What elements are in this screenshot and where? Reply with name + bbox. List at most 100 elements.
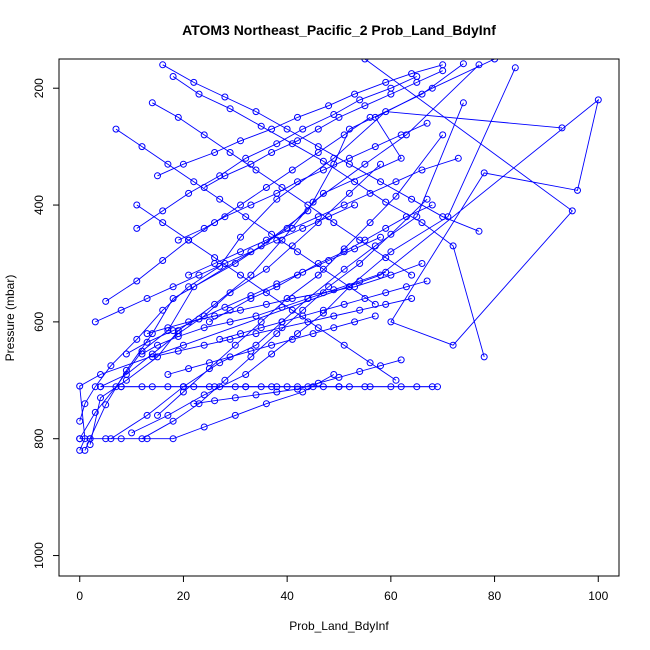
series-27 (190, 356, 405, 408)
series-line (219, 280, 428, 340)
data-point (382, 78, 390, 86)
data-point (366, 383, 374, 391)
data-point (169, 73, 177, 80)
x-tick-label: 80 (488, 589, 502, 603)
data-point (221, 260, 229, 267)
data-point (340, 300, 348, 308)
data-point (226, 306, 234, 314)
data-point (226, 353, 234, 361)
data-point (382, 108, 390, 116)
data-point (392, 192, 400, 200)
data-point (200, 341, 208, 349)
data-point (428, 201, 436, 209)
data-point (190, 178, 198, 186)
data-point (237, 306, 244, 314)
data-point (179, 160, 187, 168)
series-line (167, 315, 376, 375)
data-point (169, 417, 177, 425)
data-point (330, 111, 338, 118)
data-point (179, 341, 187, 349)
data-point (288, 140, 296, 148)
x-axis-label: Prob_Land_BdyInf (289, 619, 389, 633)
data-point (288, 224, 296, 232)
data-point (216, 262, 224, 270)
data-point (288, 335, 296, 343)
data-point (397, 383, 405, 391)
data-point (345, 189, 353, 197)
x-tick-label: 0 (76, 589, 83, 603)
data-point (382, 289, 390, 297)
data-point (418, 166, 426, 174)
series-line (110, 102, 464, 440)
series-16 (159, 61, 483, 235)
data-point (574, 186, 581, 194)
data-point (97, 383, 104, 391)
data-point (273, 330, 281, 338)
data-point (377, 178, 384, 186)
series-24 (143, 260, 426, 338)
data-point (340, 131, 348, 139)
data-point (190, 78, 198, 86)
data-point (418, 90, 426, 98)
data-point (133, 335, 141, 343)
series-line (141, 198, 428, 440)
data-point (231, 394, 239, 402)
data-point (231, 411, 239, 419)
data-point (268, 341, 276, 349)
series-line (152, 298, 412, 358)
data-point (252, 330, 260, 338)
data-point (330, 324, 338, 332)
data-point (330, 312, 338, 320)
data-point (117, 383, 125, 391)
series-33 (205, 201, 436, 326)
data-point (351, 90, 359, 98)
data-point (164, 160, 172, 168)
series-28 (174, 119, 431, 244)
data-point (252, 391, 260, 399)
series-34 (216, 277, 431, 343)
data-point (459, 99, 467, 107)
series-14 (133, 201, 400, 384)
series-29 (185, 154, 462, 279)
data-point (299, 312, 307, 320)
data-point (247, 295, 255, 302)
data-point (387, 248, 395, 256)
data-point (402, 213, 410, 221)
series-line (79, 111, 563, 422)
data-point (475, 227, 483, 235)
series-25 (148, 295, 416, 361)
data-point (356, 260, 364, 267)
data-point (164, 324, 172, 332)
data-point (185, 365, 193, 373)
data-point (143, 435, 151, 443)
data-point (242, 213, 250, 221)
data-point (237, 137, 244, 145)
data-point (449, 341, 457, 349)
data-point (382, 198, 390, 206)
data-point (361, 160, 369, 168)
data-point (340, 201, 348, 209)
series-line (146, 263, 423, 335)
data-point (283, 125, 291, 133)
data-point (237, 233, 244, 241)
data-point (226, 289, 234, 297)
series-4 (86, 61, 483, 449)
data-point (185, 189, 193, 197)
data-point (382, 224, 390, 232)
data-point (294, 385, 301, 393)
data-point (268, 383, 276, 391)
data-point (226, 149, 234, 156)
data-point (242, 154, 250, 162)
data-point (387, 84, 395, 92)
data-point (397, 356, 405, 364)
data-point (154, 172, 161, 180)
data-point (174, 113, 182, 121)
y-tick-label: 400 (32, 195, 46, 215)
data-point (418, 260, 426, 267)
data-point (309, 198, 317, 206)
data-point (205, 318, 213, 326)
data-point (288, 295, 296, 302)
data-point (174, 236, 182, 244)
data-point (413, 73, 421, 80)
